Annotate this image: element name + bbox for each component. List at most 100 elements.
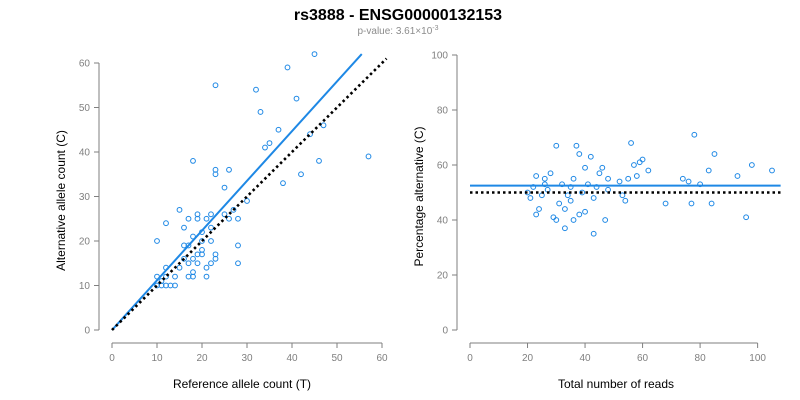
y-axis-label: Percentage alternative (C): [412, 126, 426, 266]
data-point: [559, 181, 565, 188]
data-point: [172, 273, 178, 280]
data-point: [625, 175, 632, 182]
data-point: [662, 200, 669, 207]
data-point: [203, 273, 210, 280]
data-point: [284, 64, 291, 71]
x-axis-label: Total number of reads: [558, 377, 674, 391]
data-point: [235, 242, 241, 249]
y-tick-label: 0: [84, 326, 90, 337]
data-point: [562, 225, 568, 232]
data-point: [579, 189, 586, 196]
data-point: [172, 282, 178, 289]
data-point: [636, 159, 643, 166]
y-tick-label: 60: [437, 161, 449, 172]
data-point: [688, 200, 695, 207]
scatter-panel-allele-counts: 0 10 20 30 40 50 60 0 10 20 30 40 50 60 Reference alle…: [54, 51, 388, 391]
data-point: [619, 192, 626, 199]
data-point: [541, 175, 548, 182]
data-point: [203, 215, 210, 222]
data-point: [176, 206, 183, 213]
data-point: [253, 86, 259, 93]
data-point: [530, 184, 537, 190]
data-point: [244, 198, 250, 204]
data-point: [527, 195, 534, 201]
data-point: [190, 158, 196, 164]
data-point: [570, 217, 577, 223]
data-point: [691, 131, 698, 138]
data-point: [734, 173, 741, 179]
data-point: [645, 167, 652, 174]
data-point: [748, 162, 755, 168]
data-point: [616, 178, 623, 185]
p-value-exponent: -3: [432, 25, 438, 32]
data-point: [181, 224, 187, 231]
data-point: [208, 238, 214, 244]
data-point: [628, 140, 634, 146]
data-point: [587, 153, 594, 160]
reference-line: [111, 57, 388, 331]
data-point: [298, 171, 304, 178]
data-point: [685, 178, 692, 185]
x-tick-label: 10: [151, 353, 163, 364]
data-point: [262, 144, 268, 151]
data-point: [257, 109, 264, 115]
y-tick-label: 40: [437, 216, 449, 227]
data-point: [567, 197, 574, 204]
data-point: [158, 278, 165, 284]
y-tick-label: 100: [431, 51, 448, 62]
data-point: [194, 215, 201, 222]
y-tick-label: 10: [79, 281, 91, 292]
scatter-panel-percentage: 0 20 40 60 80 100 0 20 40 60 80 100 Total number of …: [412, 51, 781, 391]
data-point: [582, 208, 588, 215]
data-point: [185, 215, 192, 222]
data-point: [743, 214, 750, 221]
x-tick-label: 0: [467, 353, 473, 364]
data-point: [212, 251, 219, 258]
data-point: [697, 181, 703, 188]
data-point: [316, 158, 322, 164]
data-point: [163, 220, 169, 227]
chart-subtitle: p-value: 3.61×10-3: [357, 25, 438, 37]
data-point: [365, 153, 372, 160]
data-point: [226, 215, 232, 222]
data-point: [590, 230, 597, 237]
data-point: [633, 173, 640, 179]
data-point: [293, 95, 300, 102]
y-axis-label: Alternative allele count (C): [54, 130, 68, 271]
data-point: [280, 180, 286, 187]
data-point: [536, 206, 542, 212]
data-point: [593, 184, 600, 190]
data-point: [208, 260, 214, 267]
data-point: [185, 260, 192, 267]
data-point: [230, 206, 237, 213]
data-point: [576, 151, 583, 157]
data-point: [567, 184, 574, 190]
data-point: [226, 166, 232, 173]
data-point: [705, 167, 712, 174]
data-point: [711, 151, 718, 157]
data-point: [181, 255, 187, 262]
y-tick-label: 20: [437, 271, 449, 282]
data-point: [573, 142, 580, 149]
x-tick-label: 80: [695, 353, 707, 364]
y-tick-label: 50: [79, 103, 91, 114]
data-point: [199, 247, 205, 253]
data-point: [199, 238, 205, 244]
y-tick-label: 60: [79, 59, 91, 70]
data-point: [212, 166, 219, 173]
data-point: [562, 206, 568, 212]
data-point: [708, 200, 715, 207]
data-point: [176, 264, 183, 271]
data-point: [596, 170, 603, 177]
y-tick-label: 80: [437, 106, 449, 117]
data-point: [556, 200, 563, 207]
x-tick-label: 20: [522, 353, 534, 364]
data-point: [181, 242, 187, 249]
data-point: [194, 260, 201, 267]
data-point: [190, 255, 196, 262]
data-point: [208, 224, 214, 231]
y-tick-label: 0: [442, 326, 448, 337]
fit-line: [111, 53, 363, 331]
data-point: [679, 175, 686, 182]
